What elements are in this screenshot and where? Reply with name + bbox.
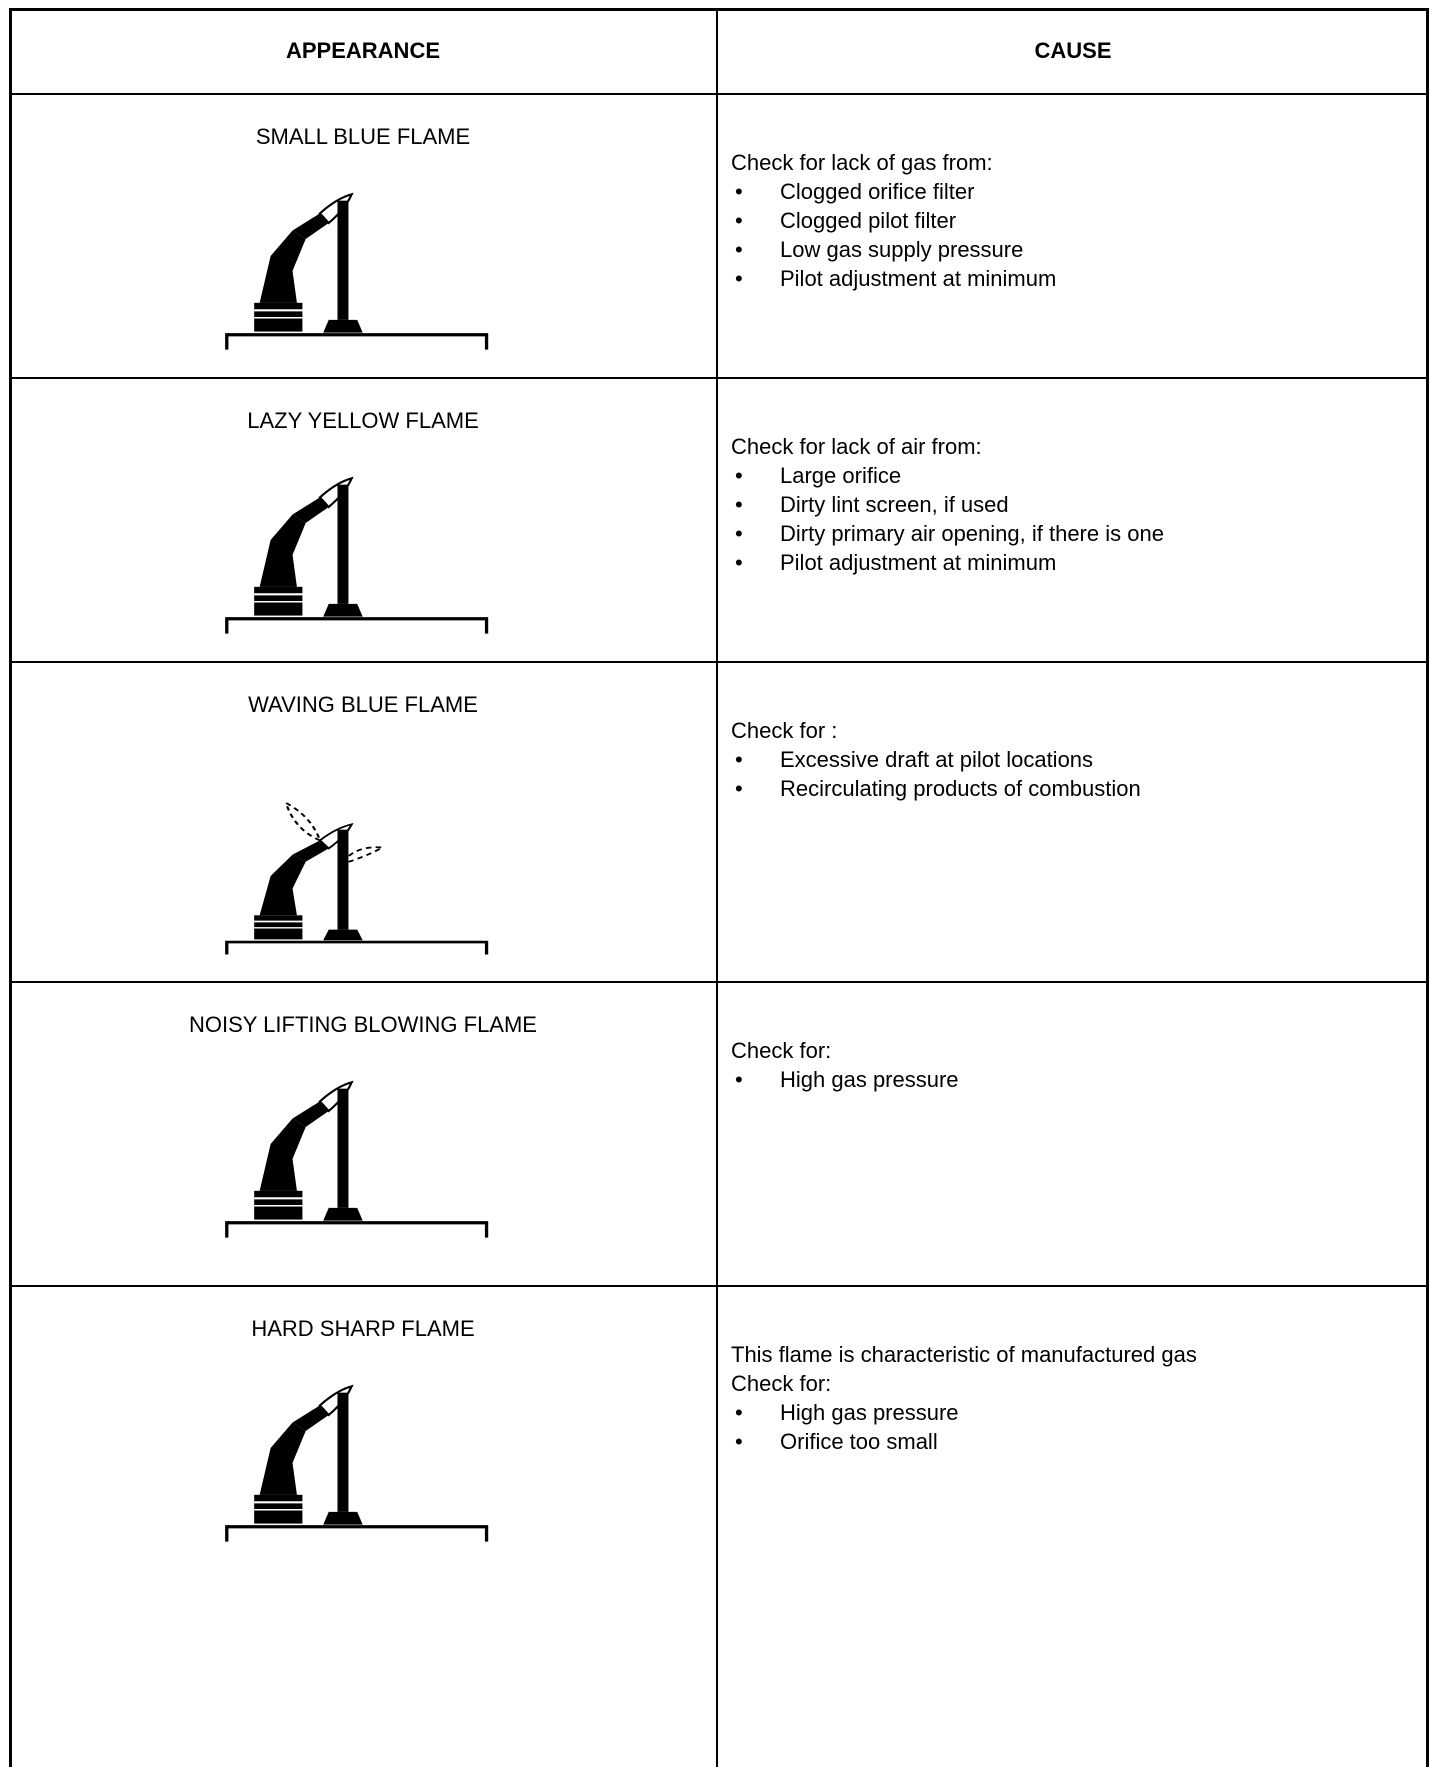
burner-icon (225, 192, 489, 352)
burner-icon (225, 1384, 489, 1544)
bullet-list: Large orificeDirty lint screen, if usedD… (731, 461, 1411, 577)
appearance: LAZY YELLOW FLAME (247, 408, 479, 433)
bullet-list: High gas pressure (731, 1065, 1411, 1094)
cause-intro: This flame is characteristic of manufact… (731, 1342, 1197, 1367)
bullet-list: High gas pressureOrifice too small (731, 1398, 1411, 1456)
bullet: Orifice too small (731, 1427, 1411, 1456)
bullet: Low gas supply pressure (731, 235, 1411, 264)
cause-intro: Check for: (731, 1038, 832, 1063)
header-cause: CAUSE (1034, 38, 1112, 63)
burner-icon (225, 800, 489, 957)
cause-intro: Check for : (731, 718, 838, 743)
bullet: Dirty lint screen, if used (731, 490, 1411, 519)
appearance: HARD SHARP FLAME (251, 1316, 475, 1341)
bullet: Pilot adjustment at minimum (731, 548, 1411, 577)
row-divider (9, 981, 1429, 983)
bullet: Clogged orifice filter (731, 177, 1411, 206)
bullet: Large orifice (731, 461, 1411, 490)
cause-intro: Check for lack of gas from: (731, 150, 993, 175)
appearance: WAVING BLUE FLAME (248, 692, 478, 717)
row-divider (9, 93, 1429, 95)
bullet-list: Clogged orifice filterClogged pilot filt… (731, 177, 1411, 293)
cause-intro: Check for lack of air from: (731, 434, 982, 459)
bullet: Excessive draft at pilot locations (731, 745, 1411, 774)
cause: Check for lack of air from:Large orifice… (731, 432, 1411, 577)
appearance: NOISY LIFTING BLOWING FLAME (189, 1012, 537, 1037)
bullet-list: Excessive draft at pilot locationsRecirc… (731, 745, 1411, 803)
cause: This flame is characteristic of manufact… (731, 1340, 1411, 1456)
burner-icon (225, 1080, 489, 1240)
bullet: Recirculating products of combustion (731, 774, 1411, 803)
table-border (9, 8, 1429, 1767)
bullet: High gas pressure (731, 1065, 1411, 1094)
cause: Check for lack of gas from:Clogged orifi… (731, 148, 1411, 293)
appearance: SMALL BLUE FLAME (255, 124, 471, 149)
cause-intro: Check for: (731, 1371, 832, 1396)
bullet: Pilot adjustment at minimum (731, 264, 1411, 293)
cause: Check for:High gas pressure (731, 1036, 1411, 1094)
header-appearance: APPEARANCE (285, 38, 441, 63)
cause: Check for :Excessive draft at pilot loca… (731, 716, 1411, 803)
bullet: Clogged pilot filter (731, 206, 1411, 235)
burner-icon (225, 476, 489, 636)
row-divider (9, 1285, 1429, 1287)
bullet: Dirty primary air opening, if there is o… (731, 519, 1411, 548)
row-divider (9, 661, 1429, 663)
bullet: High gas pressure (731, 1398, 1411, 1427)
row-divider (9, 377, 1429, 379)
column-divider (716, 8, 718, 1767)
